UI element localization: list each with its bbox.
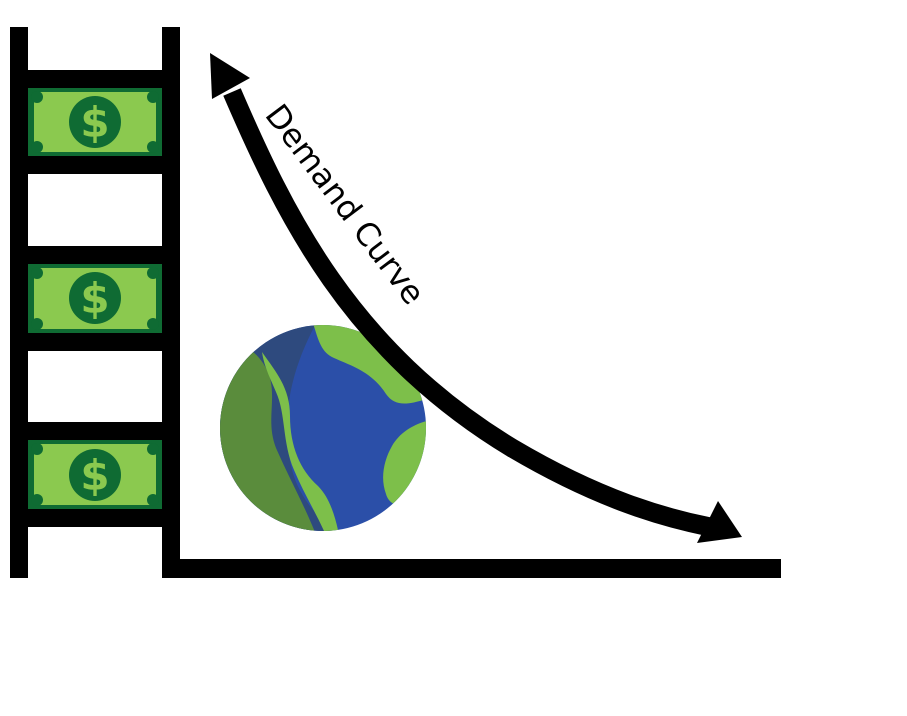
dollar-bill-icon: $ <box>28 440 162 509</box>
ladder-rung <box>28 70 162 88</box>
x-axis <box>162 559 781 578</box>
dollar-bill-icon: $ <box>28 264 162 333</box>
double-headed-arrow-icon <box>210 53 742 543</box>
arrowhead-bottom <box>697 501 742 543</box>
price-ladder: $ $ $ <box>10 27 180 578</box>
ladder-rung <box>28 422 162 440</box>
arrowhead-top <box>210 53 250 99</box>
ladder-rung <box>28 246 162 264</box>
ladder-rung <box>28 333 162 351</box>
dollar-bill-icon: $ <box>28 88 162 156</box>
demand-curve-line <box>223 88 712 537</box>
earth-globe-icon <box>220 325 426 531</box>
ladder-left-rail <box>10 27 28 578</box>
ladder-rung <box>28 509 162 527</box>
dollar-sign: $ <box>80 274 109 323</box>
dollar-sign: $ <box>80 451 109 500</box>
dollar-sign: $ <box>80 98 109 147</box>
ladder-rung <box>28 156 162 174</box>
ladder-right-rail-y-axis <box>162 27 180 578</box>
